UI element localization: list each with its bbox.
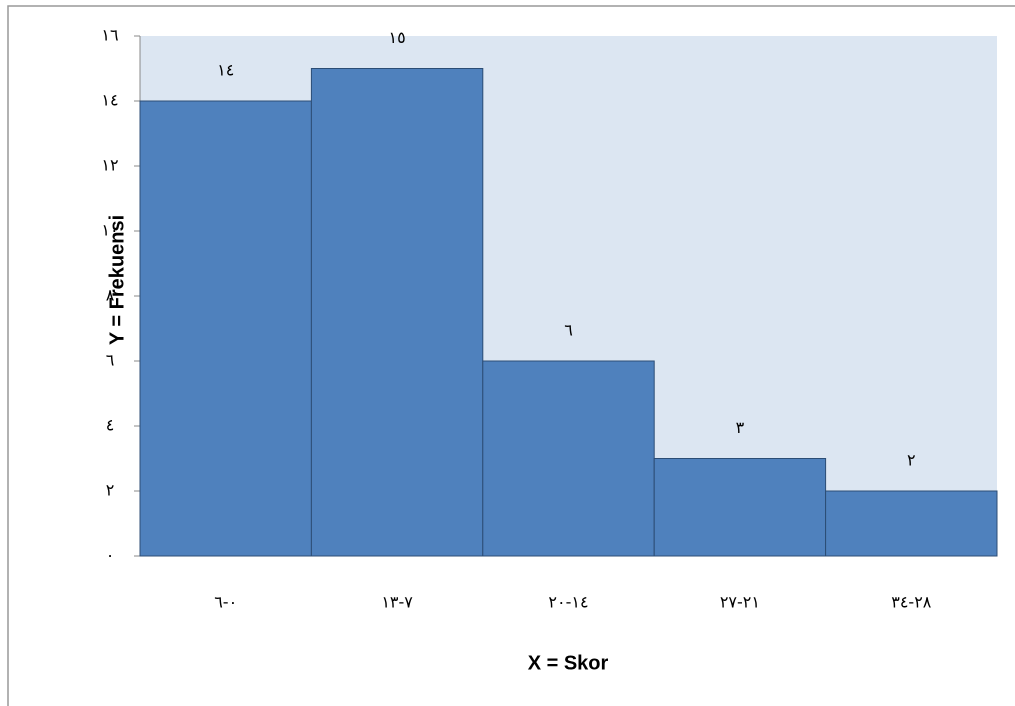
bar: [139, 100, 312, 557]
bar: [482, 360, 655, 557]
y-tick-label: ٢: [106, 481, 115, 500]
y-tick-label: ٨: [106, 286, 115, 305]
x-tick-label: ٢١-٢٧: [720, 593, 760, 612]
y-tick-label: ٠: [106, 546, 115, 565]
bar: [310, 68, 484, 557]
data-label: ١٥: [389, 28, 406, 47]
y-tick-label: ١٠: [101, 221, 118, 240]
bar: [653, 458, 827, 557]
x-tick-label: ٠-٦: [214, 593, 237, 612]
data-label: ٢: [907, 451, 916, 470]
data-label: ٣: [736, 418, 745, 437]
y-tick-label: ١٦: [101, 26, 118, 45]
x-tick-label: ٢٨-٣٤: [891, 593, 932, 612]
y-tick-label: ٦: [106, 351, 115, 370]
data-label: ١٤: [217, 61, 234, 80]
data-label: ٦: [564, 321, 573, 340]
x-tick-label: ١٤-٢٠: [548, 593, 588, 612]
frame: [7, 5, 1015, 706]
x-axis-title: X = Skor: [528, 652, 609, 674]
y-tick-label: ٤: [106, 416, 115, 435]
y-tick-label: ١٤: [101, 91, 118, 110]
bar: [825, 490, 998, 557]
x-tick-label: ٧-١٣: [381, 593, 413, 612]
y-axis-title: Y = Frekuensi: [106, 215, 128, 345]
y-tick-label: ١٢: [101, 156, 118, 175]
